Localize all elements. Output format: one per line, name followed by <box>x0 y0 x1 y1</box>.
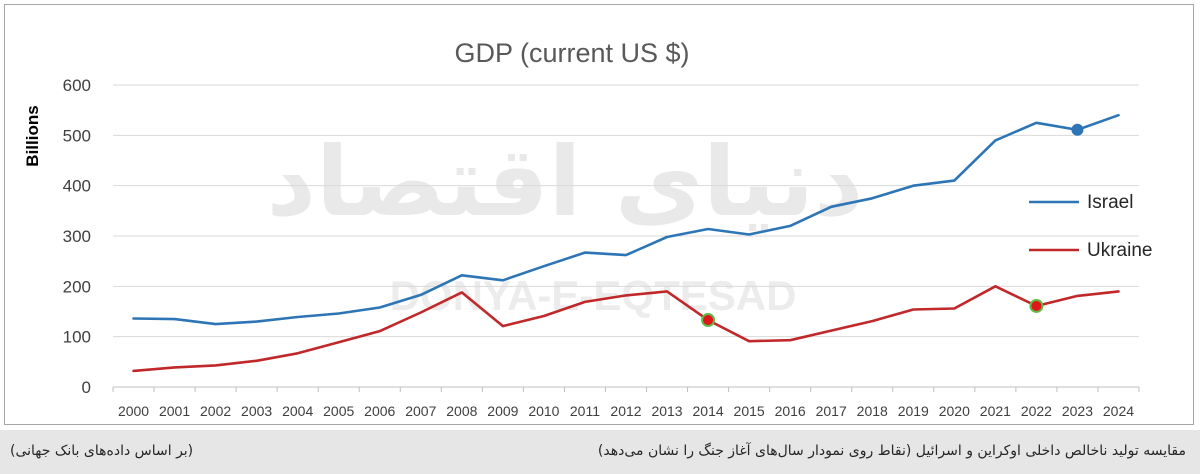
chart-title: GDP (current US $) <box>454 38 689 68</box>
highlight-point-ukraine-2022 <box>1029 298 1044 313</box>
x-tick-label: 2024 <box>1103 403 1134 419</box>
y-tick-label: 0 <box>82 378 91 397</box>
x-tick-label: 2006 <box>364 403 395 419</box>
watermark-latin: DONYA-E-EQTESAD <box>390 272 797 319</box>
x-tick-label: 2012 <box>610 403 641 419</box>
x-axis-ticks: 2000 2001 2002 2003 2004 2005 2006 2007 2008 2009… <box>112 387 1140 419</box>
series-line-ukraine <box>132 284 1120 373</box>
x-tick-label: 2015 <box>734 403 765 419</box>
x-tick-label: 2022 <box>1021 403 1052 419</box>
legend-label-israel: Israel <box>1087 192 1133 213</box>
x-tick-label: 2009 <box>487 403 518 419</box>
y-tick-label: 300 <box>63 227 91 246</box>
x-tick-label: 2003 <box>241 403 272 419</box>
x-tick-label: 2014 <box>693 403 724 419</box>
x-tick-label: 2011 <box>570 403 600 419</box>
x-tick-label: 2010 <box>528 403 559 419</box>
x-tick-label: 2017 <box>816 403 847 419</box>
x-tick-label: 2016 <box>775 403 806 419</box>
highlight-point-israel-2023 <box>1071 123 1084 136</box>
y-tick-label: 600 <box>63 76 91 95</box>
y-tick-label: 200 <box>63 277 91 296</box>
caption-source: (بر اساس داده‌های بانک جهانی) <box>10 443 194 459</box>
x-tick-label: 2005 <box>323 403 354 419</box>
watermark: دنیای اقتصاد DONYA-E-EQTESAD <box>267 126 864 319</box>
y-axis-ticks: 0 100 200 300 400 500 600 <box>63 76 91 397</box>
x-tick-label: 2023 <box>1062 403 1093 419</box>
y-tick-label: 400 <box>63 177 91 196</box>
x-tick-label: 2002 <box>200 403 231 419</box>
x-tick-label: 2001 <box>159 403 190 419</box>
x-tick-label: 2013 <box>651 403 682 419</box>
x-tick-label: 2018 <box>857 403 888 419</box>
series-layer <box>132 113 1120 373</box>
y-tick-label: 100 <box>63 328 91 347</box>
x-tick-label: 2019 <box>898 403 929 419</box>
x-tick-label: 2004 <box>282 403 313 419</box>
gridlines <box>113 84 1139 388</box>
x-tick-label: 2007 <box>405 403 436 419</box>
watermark-arabic: دنیای اقتصاد <box>267 126 864 238</box>
caption-bar: مقایسه تولید ناخالص داخلی اوکراین و اسرا… <box>0 430 1200 474</box>
highlight-point-ukraine-2014 <box>701 313 716 328</box>
chart-frame: دنیای اقتصاد DONYA-E-EQTESAD 0 100 200 300 40… <box>4 4 1194 425</box>
legend-label-ukraine: Ukraine <box>1087 240 1152 261</box>
y-tick-label: 500 <box>63 126 91 145</box>
caption-main: مقایسه تولید ناخالص داخلی اوکراین و اسرا… <box>597 443 1186 459</box>
x-tick-label: 2021 <box>980 403 1011 419</box>
gdp-line-chart: دنیای اقتصاد DONYA-E-EQTESAD 0 100 200 300 40… <box>23 38 1152 419</box>
y-axis-label: Billions <box>23 105 42 166</box>
x-tick-label: 2008 <box>446 403 477 419</box>
legend: Israel Ukraine <box>1029 192 1152 261</box>
x-tick-label: 2020 <box>939 403 970 419</box>
series-line-israel <box>132 113 1120 326</box>
x-tick-label: 2000 <box>118 403 149 419</box>
